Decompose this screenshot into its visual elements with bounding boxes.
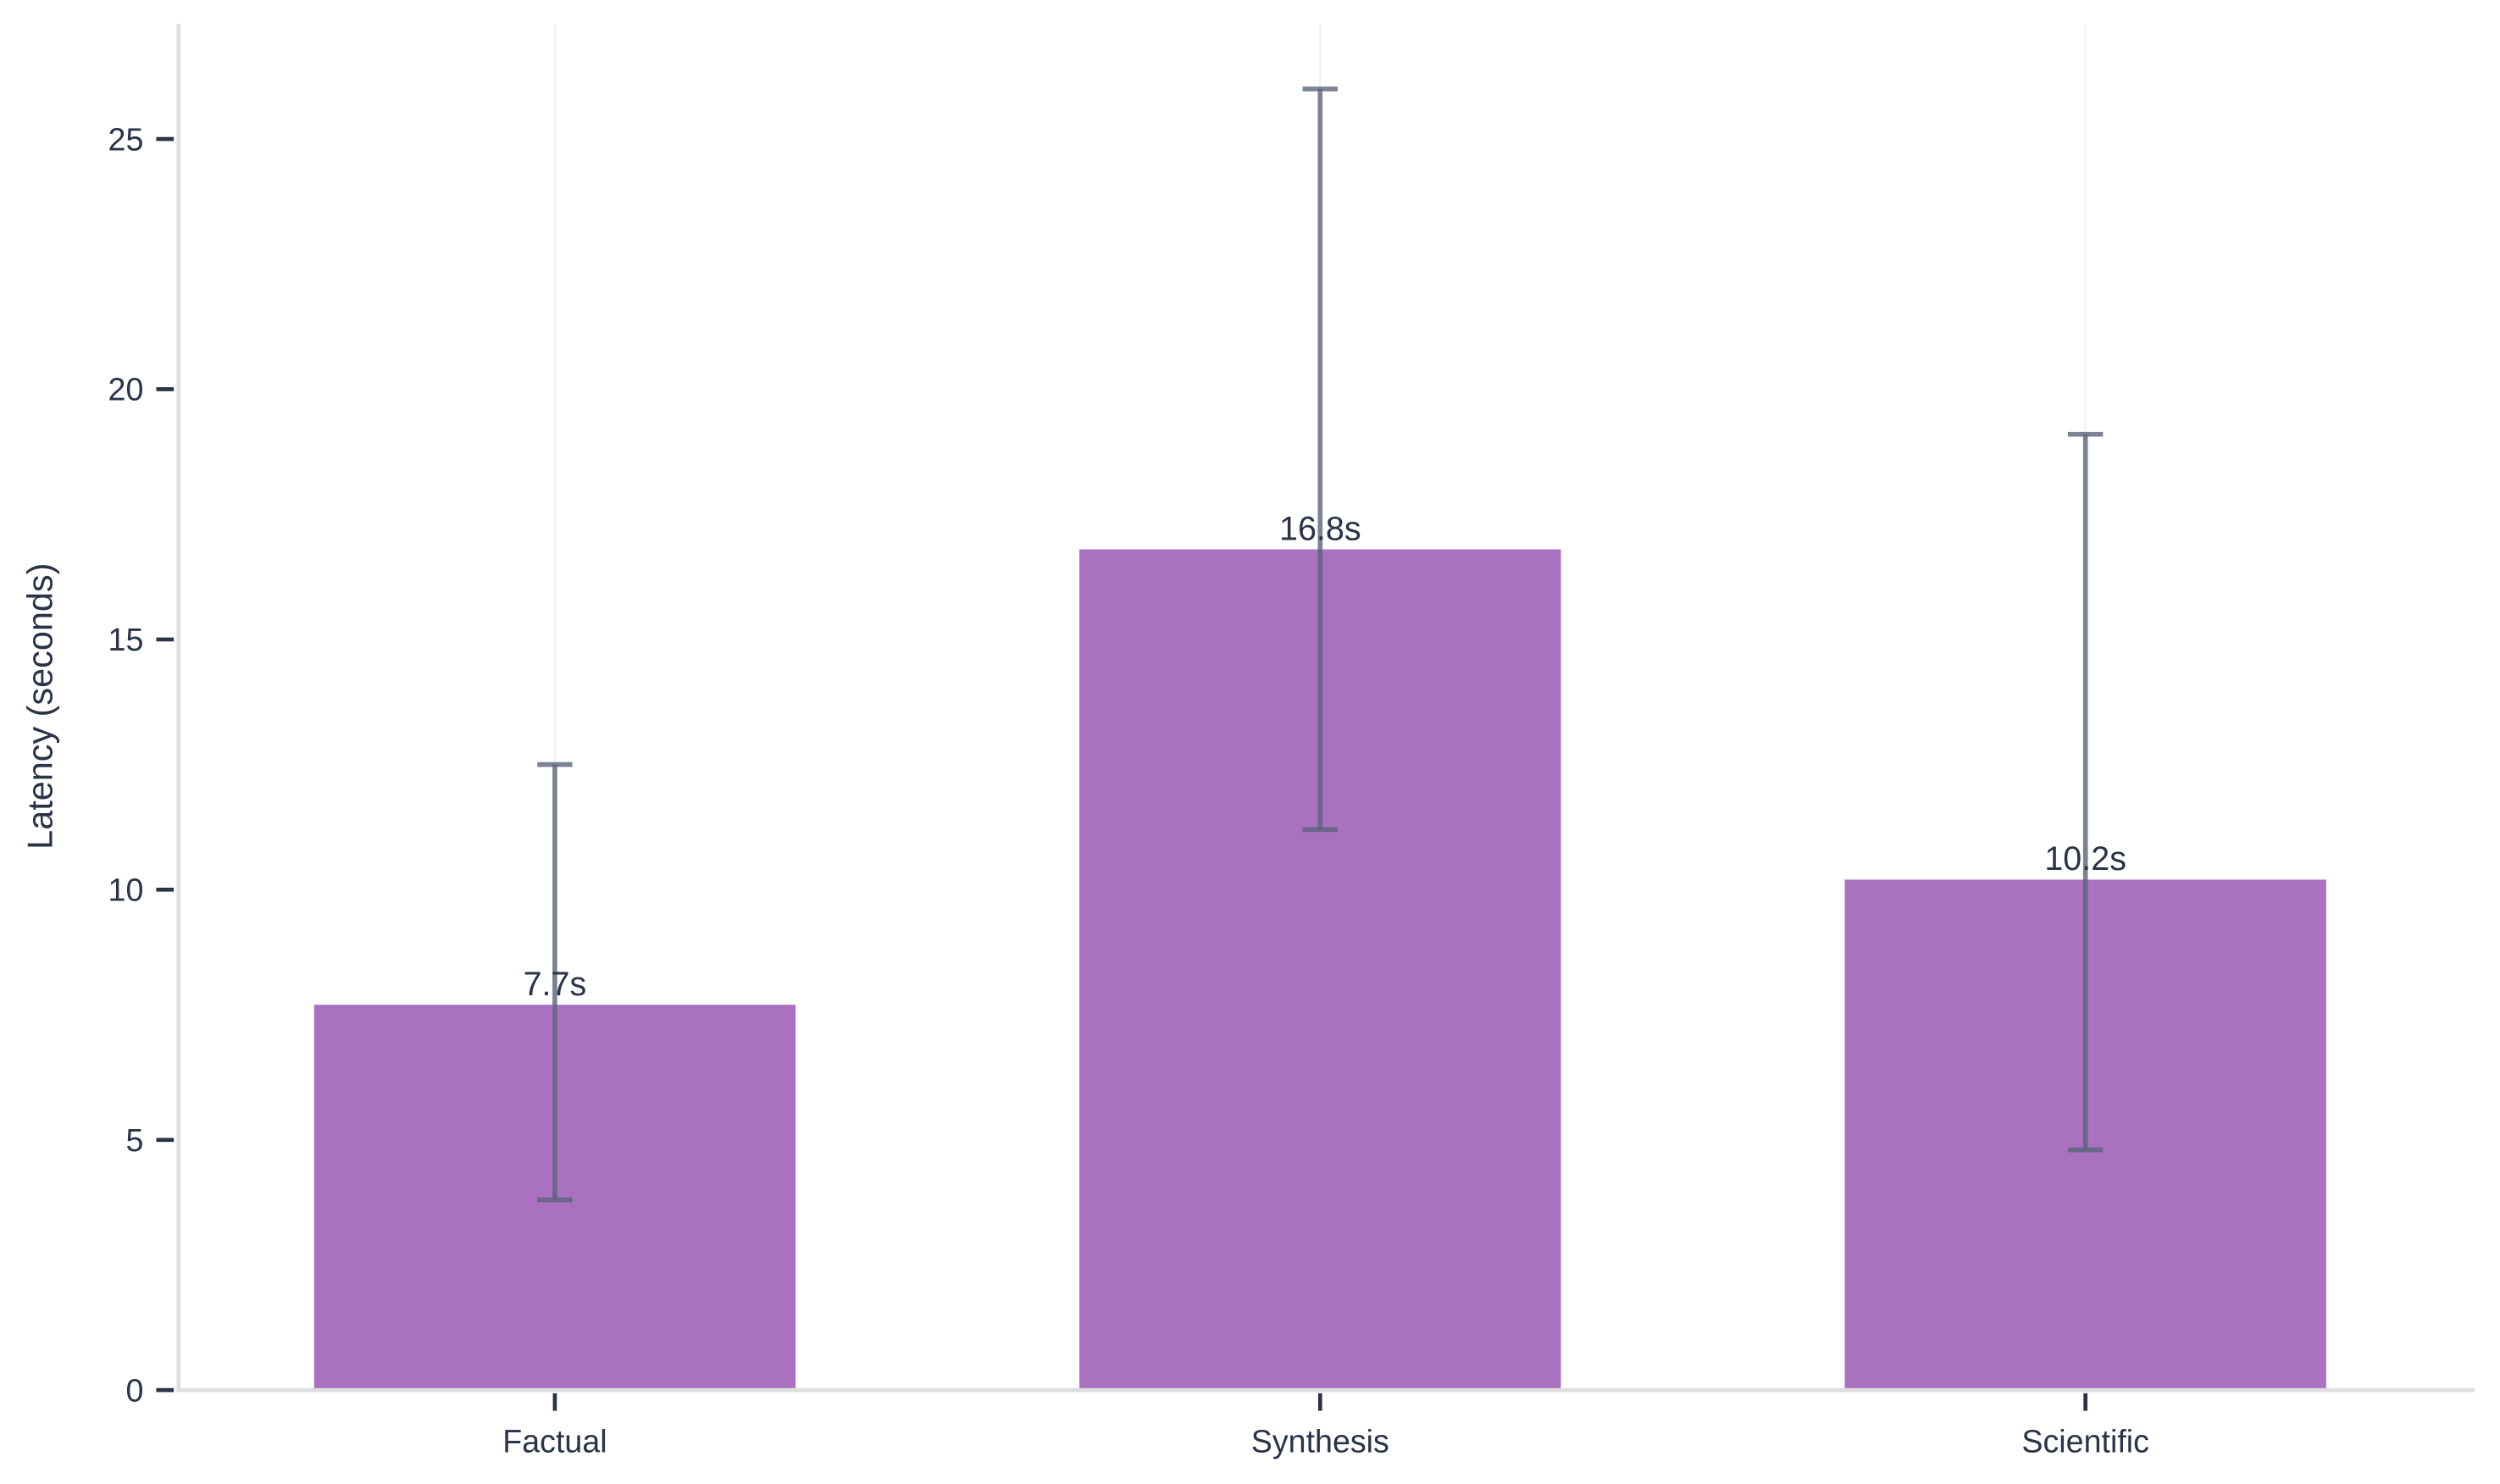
bar-value-label: 7.7s [524, 966, 587, 1003]
bar-value-label: 16.8s [1279, 510, 1361, 547]
x-tick-label: Factual [502, 1424, 607, 1459]
error-bar-layer [537, 86, 2104, 1203]
y-tick-label: 0 [125, 1372, 143, 1408]
y-axis-title: Latency (seconds) [21, 563, 60, 850]
x-tick-label: Synthesis [1251, 1424, 1389, 1459]
label-layer: 7.7s 16.8s 10.2s 0 5 10 15 20 25 Factual Synthesis… [108, 121, 2149, 1459]
y-tick-label: 15 [108, 622, 144, 657]
x-tick-label: Scientific [2021, 1424, 2149, 1459]
bar-value-label: 10.2s [2044, 840, 2126, 878]
y-tick-label: 25 [108, 121, 144, 157]
y-tick-label: 20 [108, 372, 144, 407]
axis-layer [156, 24, 2475, 1411]
y-tick-label: 5 [125, 1122, 143, 1158]
y-tick-label: 10 [108, 872, 144, 907]
